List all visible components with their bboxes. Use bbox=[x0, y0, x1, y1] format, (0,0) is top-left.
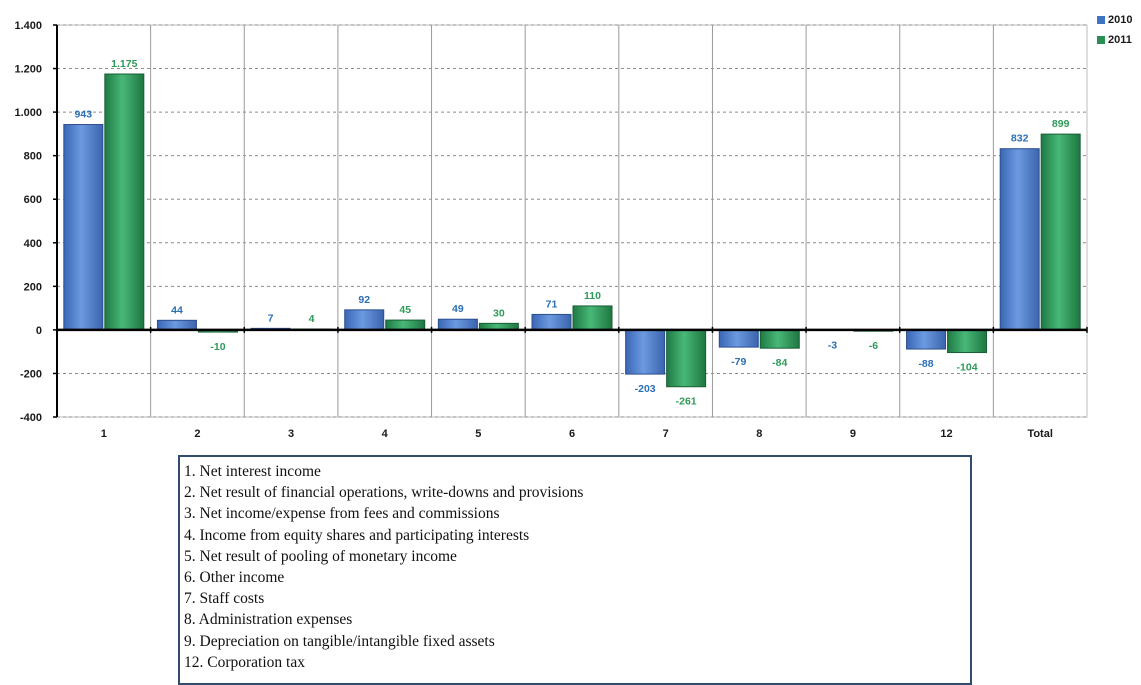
note-9: 9. Depreciation on tangible/intangible f… bbox=[184, 632, 495, 650]
bar-2010-6 bbox=[531, 313, 572, 331]
data-label-2010-2: 44 bbox=[171, 304, 183, 316]
legend-label-2010: 2010 bbox=[1108, 14, 1133, 26]
data-label-2011-7: -261 bbox=[676, 396, 697, 408]
data-label-2011-Total: 899 bbox=[1052, 118, 1070, 130]
legend-swatch-2011 bbox=[1097, 36, 1105, 44]
bar-2010-7 bbox=[625, 329, 666, 375]
y-tick-label: 400 bbox=[24, 238, 42, 250]
x-tick-label: 6 bbox=[569, 428, 575, 440]
bar-2010-2 bbox=[156, 319, 197, 331]
note-8: 8. Administration expenses bbox=[184, 611, 353, 629]
note-7: 7. Staff costs bbox=[184, 590, 265, 608]
category-notes-box: 1. Net interest income 2. Net result of … bbox=[178, 455, 972, 685]
data-label-2010-8: -79 bbox=[731, 356, 746, 368]
bar-2010-1 bbox=[63, 124, 104, 331]
data-label-2010-9: -3 bbox=[828, 340, 837, 352]
x-tick-label: 5 bbox=[475, 428, 481, 440]
bar-2011-12 bbox=[947, 329, 988, 354]
legend: 2010 2011 bbox=[1097, 10, 1132, 50]
y-tick-label: -200 bbox=[20, 368, 42, 380]
x-tick-label: 3 bbox=[288, 428, 294, 440]
bar-2011-6 bbox=[572, 305, 613, 331]
bar-2010-4 bbox=[344, 309, 385, 331]
note-12: 12. Corporation tax bbox=[184, 653, 305, 671]
note-3: 3. Net income/expense from fees and comm… bbox=[184, 505, 500, 523]
y-tick-label: 200 bbox=[24, 281, 42, 293]
bar-2011-4 bbox=[385, 319, 426, 331]
data-label-2011-9: -6 bbox=[869, 340, 878, 352]
y-tick-label: -400 bbox=[20, 412, 42, 424]
data-label-2011-5: 30 bbox=[493, 307, 505, 319]
x-tick-label: 2 bbox=[194, 428, 200, 440]
data-label-2011-4: 45 bbox=[399, 304, 411, 316]
x-tick-label: 4 bbox=[382, 428, 389, 440]
y-tick-label: 1.400 bbox=[14, 20, 42, 32]
data-label-2010-5: 49 bbox=[452, 303, 464, 315]
bar-2011-7 bbox=[666, 329, 707, 388]
data-label-2011-12: -104 bbox=[957, 362, 978, 374]
x-tick-label: 8 bbox=[756, 428, 762, 440]
bar-2011-8 bbox=[759, 329, 800, 349]
data-label-2010-6: 71 bbox=[546, 298, 558, 310]
legend-item-2011: 2011 bbox=[1097, 30, 1132, 50]
x-tick-label: 1 bbox=[101, 428, 107, 440]
note-5: 5. Net result of pooling of monetary inc… bbox=[184, 547, 457, 565]
data-label-2011-3: 4 bbox=[309, 313, 315, 325]
data-label-2010-Total: 832 bbox=[1011, 133, 1029, 145]
data-label-2010-7: -203 bbox=[635, 383, 656, 395]
note-4: 4. Income from equity shares and partici… bbox=[184, 526, 530, 544]
grid-layer bbox=[56, 24, 1088, 418]
y-tick-label: 1.000 bbox=[14, 107, 42, 119]
bar-2011-1 bbox=[104, 73, 145, 331]
legend-swatch-2010 bbox=[1097, 16, 1105, 24]
y-tick-label: 600 bbox=[24, 194, 42, 206]
legend-label-2011: 2011 bbox=[1108, 34, 1132, 46]
data-label-2010-3: 7 bbox=[268, 312, 274, 324]
bar-2010-12 bbox=[906, 329, 947, 350]
data-label-2011-6: 110 bbox=[584, 290, 601, 302]
bar-layer bbox=[63, 73, 1081, 388]
x-tick-label: 9 bbox=[850, 428, 856, 440]
data-label-2010-4: 92 bbox=[358, 294, 370, 306]
bar-2011-Total bbox=[1040, 133, 1081, 331]
x-tick-label: Total bbox=[1027, 428, 1052, 440]
label-layer: 943 1.175 44 -10 7 4 92 45 49 30 71 110 -203 -261 -79 -… bbox=[75, 58, 1070, 408]
bar-2010-5 bbox=[437, 318, 478, 331]
note-1: 1. Net interest income bbox=[184, 463, 321, 480]
x-tick-label: 7 bbox=[663, 428, 669, 440]
data-label-2010-12: -88 bbox=[918, 358, 933, 370]
y-tick-label: 800 bbox=[24, 151, 42, 163]
y-tick-label: 1.200 bbox=[14, 64, 42, 76]
data-label-2011-1: 1.175 bbox=[111, 58, 137, 70]
bar-2010-Total bbox=[999, 148, 1040, 331]
legend-item-2010: 2010 bbox=[1097, 10, 1132, 30]
bar-2010-8 bbox=[718, 329, 759, 348]
data-label-2010-1: 943 bbox=[75, 109, 93, 121]
note-6: 6. Other income bbox=[184, 569, 285, 587]
y-tick-label: 0 bbox=[36, 325, 42, 337]
x-tick-label: 12 bbox=[940, 428, 952, 440]
note-2: 2. Net result of financial operations, w… bbox=[184, 484, 584, 502]
data-label-2011-8: -84 bbox=[772, 357, 787, 369]
data-label-2011-2: -10 bbox=[210, 341, 225, 353]
